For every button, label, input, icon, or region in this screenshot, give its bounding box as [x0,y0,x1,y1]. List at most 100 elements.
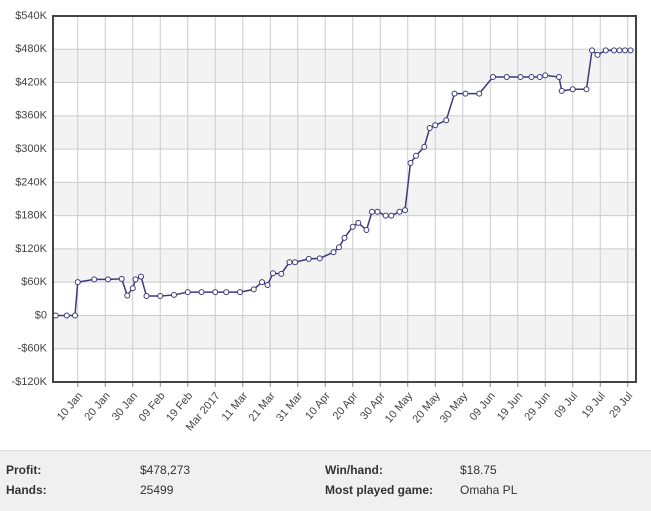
point [330,249,337,256]
x-tick-label: 20 May [410,390,443,426]
y-tick-label: $60K [21,276,47,288]
y-tick-label: -$60K [18,343,48,355]
point [341,234,348,241]
x-tick-label: 20 Jan [82,390,112,423]
point [622,47,628,54]
stats-panel: Profit: $478,273 Win/hand: $18.75 Hands:… [0,450,651,511]
point [316,255,323,262]
point [369,208,375,215]
y-tick-label: $300K [15,143,47,155]
plot-band [53,115,636,150]
point [402,207,408,214]
y-tick-label: $480K [15,43,47,55]
point [129,285,136,292]
y-tick-label: -$120K [12,376,48,388]
x-tick-label: 31 Mar [274,390,305,424]
point [237,289,243,296]
point [91,276,98,283]
stat-value: Omaha PL [460,483,518,497]
point [143,293,150,300]
x-tick-label: 09 Jul [552,390,580,420]
point [264,281,271,288]
point [388,212,395,219]
point [490,74,496,80]
point [223,289,230,296]
point [52,312,59,319]
y-tick-label: $180K [15,210,47,222]
x-tick-label: 29 Jun [522,390,552,423]
x-tick-label: 11 Mar [220,390,251,424]
plot-band [53,49,636,83]
point [292,259,298,266]
point [118,275,125,282]
point [476,90,483,97]
x-tick-label: 19 Jun [495,390,525,423]
point [250,286,257,293]
point [528,74,535,80]
x-tick-label: 10 May [383,390,416,426]
y-tick-label: $240K [15,176,47,188]
point [426,125,433,132]
point [407,159,414,166]
point [184,289,191,296]
point [558,87,565,94]
point [432,122,439,129]
point [569,86,576,93]
point [286,259,293,266]
point [627,47,634,54]
point [212,289,219,296]
point [451,90,458,97]
stat-label: Hands: [6,483,47,497]
point [594,51,601,58]
point [74,279,81,286]
point [616,47,623,54]
point [556,74,562,80]
point [336,244,342,251]
point [278,270,285,277]
chart: -$120K -$60K $0 $60K $120K $180K $240K $300K $36… [12,10,637,433]
x-tick-label: 21 Mar [247,390,278,424]
x-tick-label: 20 Apr [331,390,361,422]
stat-label: Win/hand: [325,463,383,477]
point [589,47,595,54]
plot-band [53,182,636,216]
point [542,72,549,79]
point [421,143,428,150]
x-tick-label: 19 Jul [580,390,608,420]
point [105,276,111,283]
point [382,212,389,219]
point [72,312,78,319]
point [503,74,510,80]
y-tick-label: $540K [15,10,47,22]
x-tick-label: 10 Apr [303,390,333,422]
point [443,117,450,124]
y-tick-label: $0 [35,309,47,321]
point [517,74,524,80]
stat-value: $478,273 [140,463,191,477]
x-tick-label: 10 Jan [55,390,85,423]
point [396,208,403,215]
point [602,47,609,54]
point [270,270,276,277]
plot-band [53,315,636,349]
point [413,152,419,159]
point [132,276,139,283]
point [611,47,617,54]
point [583,86,590,93]
point [198,289,205,296]
y-tick-label: $120K [15,243,47,255]
y-tick-label: $420K [15,76,47,88]
point [355,219,362,226]
point [462,90,469,97]
y-tick-label: $360K [15,110,47,122]
point [363,227,370,234]
point [374,208,381,215]
point [63,312,70,319]
x-tick-label: 09 Feb [137,390,168,424]
x-tick-label: 30 May [438,390,471,426]
x-tick-label: 29 Jul [607,390,635,420]
stat-label: Most played game: [325,483,434,497]
point [138,273,144,280]
x-tick-label: 30 Jan [110,390,140,423]
